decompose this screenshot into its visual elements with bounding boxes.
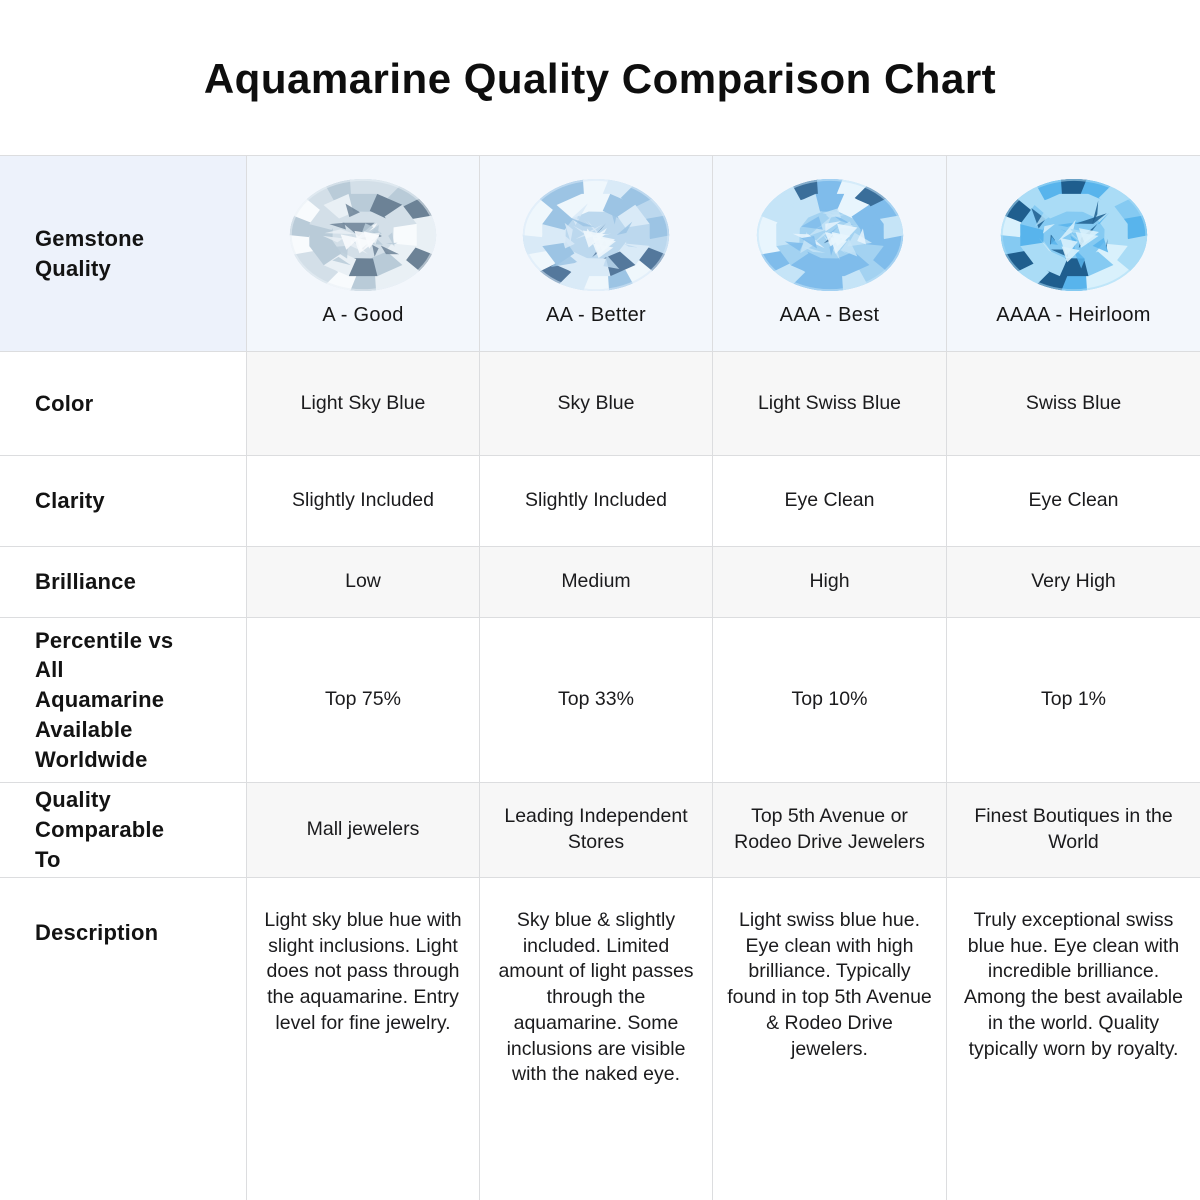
row-label-brilliance: Brilliance [0,547,247,618]
row-label-text: Color [35,390,94,416]
row-label-text: Brilliance [35,569,137,595]
cell-comparable-a: Mall jewelers [247,783,480,878]
row-label-color: Color [0,352,247,456]
grade-header-aaaa-heirloom: AAAA - Heirloom [947,156,1200,352]
cell-clarity-aaaa: Eye Clean [947,456,1200,547]
grade-label: AAA - Best [779,304,880,326]
row-label-text: Percentile vs All Aquamarine Available W… [35,627,174,772]
page-title: Aquamarine Quality Comparison Chart [203,55,997,102]
cell-percentile-aaa: Top 10% [713,618,947,783]
grade-label: AA - Better [545,304,646,326]
row-label-quality-comparable: Quality Comparable To [0,783,247,878]
cell-color-aaa: Light Swiss Blue [713,352,947,456]
aquamarine-gem-icon [754,176,906,294]
cell-percentile-a: Top 75% [247,618,480,783]
cell-color-a: Light Sky Blue [247,352,480,456]
cell-description-aaa: Light swiss blue hue. Eye clean with hig… [713,878,947,1200]
aquamarine-gem-icon [520,176,672,294]
row-label-description: Description [0,878,247,1200]
cell-comparable-aa: Leading Independent Stores [480,783,713,878]
row-label-gemstone-quality: Gemstone Quality [0,156,247,352]
cell-brilliance-aa: Medium [480,547,713,618]
row-label-clarity: Clarity [0,456,247,547]
cell-description-aa: Sky blue & slightly included. Limited am… [480,878,713,1200]
cell-color-aaaa: Swiss Blue [947,352,1200,456]
comparison-table: Gemstone Quality A - Good AA - Better AA… [0,155,1200,1200]
cell-comparable-aaaa: Finest Boutiques in the World [947,783,1200,878]
aquamarine-gem-icon [287,176,439,294]
row-label-text: Gemstone Quality [35,225,145,281]
grade-label: A - Good [322,304,404,326]
cell-brilliance-a: Low [247,547,480,618]
cell-brilliance-aaa: High [713,547,947,618]
cell-description-a: Light sky blue hue with slight inclusion… [247,878,480,1200]
cell-percentile-aaaa: Top 1% [947,618,1200,783]
row-label-text: Description [35,920,159,945]
grade-header-aa-better: AA - Better [480,156,713,352]
cell-percentile-aa: Top 33% [480,618,713,783]
row-label-text: Quality Comparable To [35,787,165,872]
cell-clarity-aa: Slightly Included [480,456,713,547]
row-label-percentile: Percentile vs All Aquamarine Available W… [0,618,247,783]
grade-header-a-good: A - Good [247,156,480,352]
grade-header-aaa-best: AAA - Best [713,156,947,352]
grade-label: AAAA - Heirloom [996,304,1151,326]
cell-clarity-aaa: Eye Clean [713,456,947,547]
aquamarine-gem-icon [998,176,1150,294]
cell-clarity-a: Slightly Included [247,456,480,547]
cell-color-aa: Sky Blue [480,352,713,456]
row-label-text: Clarity [35,488,105,514]
cell-comparable-aaa: Top 5th Avenue or Rodeo Drive Jewelers [713,783,947,878]
cell-brilliance-aaaa: Very High [947,547,1200,618]
cell-description-aaaa: Truly exceptional swiss blue hue. Eye cl… [947,878,1200,1200]
